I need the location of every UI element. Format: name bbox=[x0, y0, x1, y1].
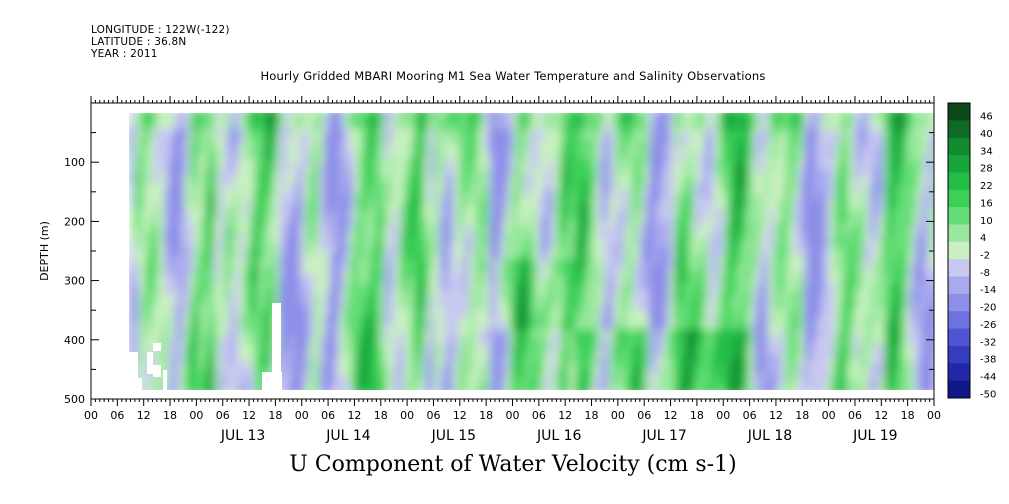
day-label: JUL 17 bbox=[641, 428, 686, 444]
x-tick-label: 00 bbox=[84, 409, 98, 422]
colorbar-swatch bbox=[948, 224, 970, 243]
y-axis-label: DEPTH (m) bbox=[38, 221, 51, 281]
x-tick-label: 18 bbox=[479, 409, 493, 422]
colorbar-label: -26 bbox=[980, 320, 996, 331]
x-tick-label: 00 bbox=[716, 409, 730, 422]
x-tick-label: 06 bbox=[216, 409, 230, 422]
x-tick-label: 12 bbox=[664, 409, 678, 422]
x-tick-label: 18 bbox=[795, 409, 809, 422]
x-tick-label: 12 bbox=[874, 409, 888, 422]
colorbar-swatch bbox=[948, 345, 970, 364]
day-label: JUL 18 bbox=[747, 428, 792, 444]
colorbar-swatch bbox=[948, 293, 970, 312]
x-tick-label: 00 bbox=[189, 409, 203, 422]
x-tick-label: 00 bbox=[611, 409, 625, 422]
x-tick-label: 18 bbox=[268, 409, 282, 422]
x-tick-label: 06 bbox=[743, 409, 757, 422]
colorbar-label: -50 bbox=[980, 389, 996, 400]
colorbar-swatch bbox=[948, 328, 970, 347]
latitude-label: LATITUDE : 36.8N bbox=[91, 36, 187, 48]
colorbar-swatch bbox=[948, 137, 970, 156]
colorbar-label: -32 bbox=[980, 337, 996, 348]
velocity-field bbox=[91, 103, 934, 399]
year-label: YEAR : 2011 bbox=[91, 48, 158, 60]
y-tick-label: 400 bbox=[64, 334, 85, 347]
colorbar-label: -14 bbox=[980, 285, 996, 296]
colorbar-label: 46 bbox=[980, 112, 993, 123]
x-tick-label: 12 bbox=[137, 409, 151, 422]
colorbar-swatch bbox=[948, 259, 970, 278]
colorbar-swatch bbox=[948, 103, 970, 121]
colorbar-swatch bbox=[948, 172, 970, 191]
colorbar-label: 22 bbox=[980, 181, 993, 192]
x-tick-label: 06 bbox=[637, 409, 651, 422]
colorbar-label: -44 bbox=[980, 372, 996, 383]
colorbar-label: 10 bbox=[980, 216, 993, 227]
x-tick-label: 12 bbox=[769, 409, 783, 422]
colorbar-swatch bbox=[948, 120, 970, 139]
x-tick-label: 12 bbox=[453, 409, 467, 422]
colorbar-label: 34 bbox=[980, 146, 993, 157]
y-tick-label: 500 bbox=[64, 393, 85, 406]
x-tick-label: 00 bbox=[822, 409, 836, 422]
y-tick-label: 200 bbox=[64, 215, 85, 228]
x-tick-label: 12 bbox=[242, 409, 256, 422]
day-label: JUL 13 bbox=[220, 428, 265, 444]
x-axis-title: U Component of Water Velocity (cm s-1) bbox=[289, 452, 737, 477]
y-tick-label: 100 bbox=[64, 156, 85, 169]
x-tick-label: 06 bbox=[110, 409, 124, 422]
day-label: JUL 15 bbox=[431, 428, 476, 444]
colorbar: 46 40 34 28 22 16 10 4 -2 -8 -14 -20 -26 -32 -38 -44 -50 bbox=[947, 102, 996, 400]
colorbar-label: 28 bbox=[980, 164, 993, 175]
x-tick-label: 00 bbox=[400, 409, 414, 422]
x-tick-label: 12 bbox=[347, 409, 361, 422]
x-tick-label: 00 bbox=[927, 409, 941, 422]
day-label: JUL 19 bbox=[852, 428, 897, 444]
x-tick-label: 06 bbox=[321, 409, 335, 422]
colorbar-label: -38 bbox=[980, 355, 996, 366]
x-tick-label: 12 bbox=[558, 409, 572, 422]
y-tick-label: 300 bbox=[64, 275, 85, 288]
colorbar-swatch bbox=[948, 207, 970, 225]
colorbar-label: 4 bbox=[980, 233, 986, 244]
colorbar-swatch bbox=[948, 189, 970, 208]
x-tick-label: 18 bbox=[374, 409, 388, 422]
day-label: JUL 14 bbox=[325, 428, 371, 444]
colorbar-swatch bbox=[948, 276, 970, 295]
plot-title: Hourly Gridded MBARI Mooring M1 Sea Wate… bbox=[260, 69, 766, 83]
colorbar-label: -2 bbox=[980, 251, 990, 262]
colorbar-label: -20 bbox=[980, 303, 996, 314]
plot-axes: 100 200 300 400 500 00 06 12 18 00 06 12 18 00 06 12 18 0… bbox=[64, 96, 941, 444]
x-tick-label: 18 bbox=[585, 409, 599, 422]
colorbar-swatch bbox=[948, 241, 970, 260]
colorbar-swatch bbox=[948, 380, 970, 399]
colorbar-label: 16 bbox=[980, 198, 993, 209]
day-label: JUL 16 bbox=[536, 428, 582, 444]
colorbar-label: 40 bbox=[980, 129, 993, 140]
x-tick-label: 18 bbox=[690, 409, 704, 422]
x-tick-label: 06 bbox=[426, 409, 440, 422]
colorbar-label: -8 bbox=[980, 268, 990, 279]
colorbar-swatch bbox=[948, 363, 970, 382]
colorbar-swatch bbox=[948, 155, 970, 173]
x-tick-label: 00 bbox=[295, 409, 309, 422]
x-tick-label: 06 bbox=[532, 409, 546, 422]
x-tick-label: 06 bbox=[848, 409, 862, 422]
colorbar-swatch bbox=[948, 311, 970, 330]
x-tick-label: 18 bbox=[163, 409, 177, 422]
longitude-label: LONGITUDE : 122W(-122) bbox=[91, 24, 230, 36]
x-tick-label: 00 bbox=[506, 409, 520, 422]
x-tick-label: 18 bbox=[901, 409, 915, 422]
